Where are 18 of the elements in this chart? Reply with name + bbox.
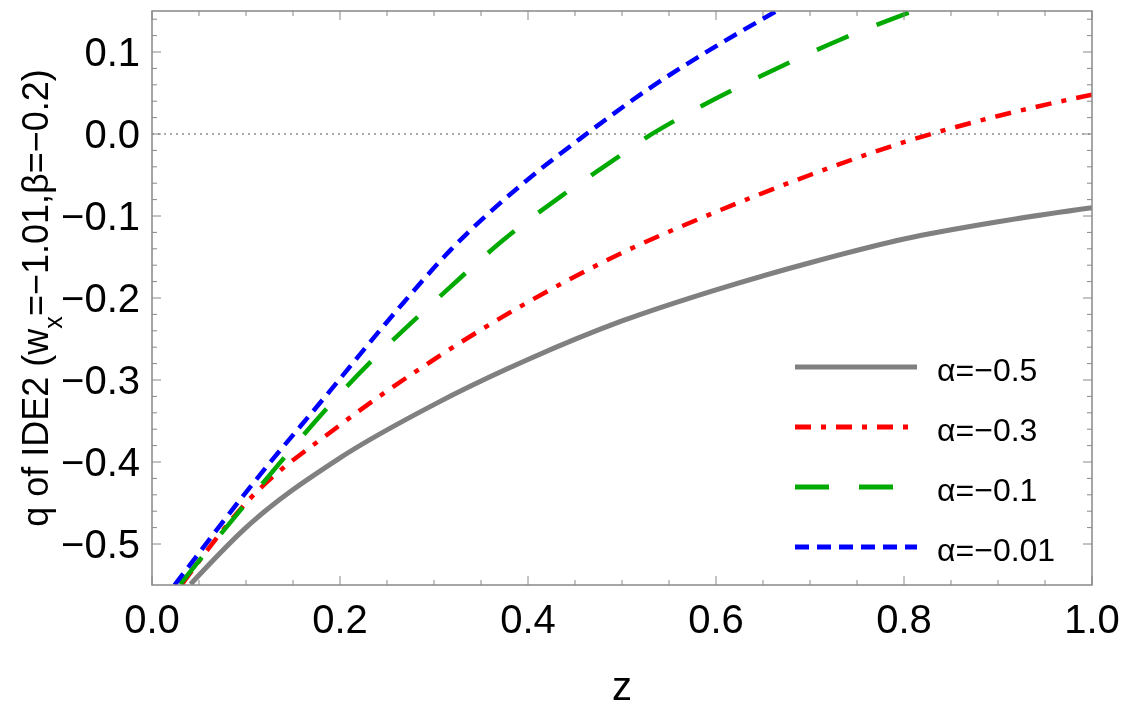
x-tick-label: 0.8 — [876, 597, 932, 641]
legend-label: α=−0.1 — [937, 472, 1038, 508]
x-tick-label: 0.6 — [688, 597, 744, 641]
legend-label: α=−0.5 — [937, 352, 1038, 388]
y-tick-label: −0.4 — [61, 440, 140, 484]
y-tick-label: −0.3 — [61, 358, 140, 402]
legend-label: α=−0.3 — [937, 412, 1038, 448]
x-tick-label: 0.0 — [124, 597, 180, 641]
x-tick-label: 0.2 — [312, 597, 368, 641]
y-tick-label: 0.0 — [84, 112, 140, 156]
legend-label: α=−0.01 — [937, 532, 1056, 568]
x-axis-title: z — [612, 664, 632, 708]
y-tick-label: −0.5 — [61, 522, 140, 566]
x-tick-label: 0.4 — [500, 597, 556, 641]
y-tick-label: −0.2 — [61, 276, 140, 320]
x-tick-label: 1.0 — [1064, 597, 1120, 641]
y-tick-label: −0.1 — [61, 194, 140, 238]
y-tick-label: 0.1 — [84, 30, 140, 74]
